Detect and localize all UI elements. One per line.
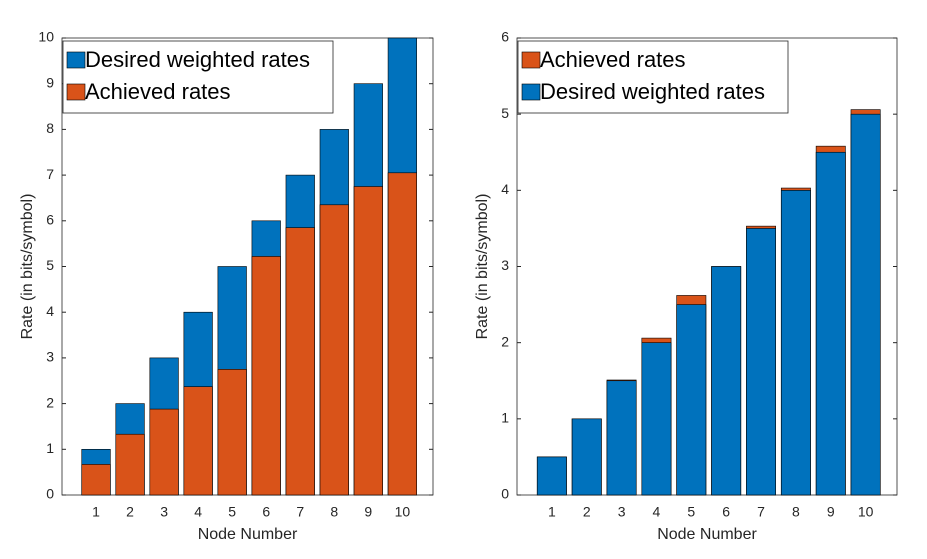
- x-tick-label: 2: [583, 504, 591, 520]
- y-tick-label: 3: [501, 257, 509, 273]
- bar: [319, 204, 349, 496]
- y-tick-label: 10: [38, 29, 54, 45]
- bar: [815, 151, 846, 496]
- legend-label: Achieved rates: [540, 47, 686, 72]
- x-tick-label: 3: [160, 504, 168, 520]
- bar: [850, 113, 881, 496]
- bar: [676, 304, 707, 496]
- y-tick-label: 5: [501, 105, 509, 121]
- x-tick-label: 1: [92, 504, 100, 520]
- x-tick-label: 10: [858, 504, 874, 520]
- x-tick-label: 8: [792, 504, 800, 520]
- y-tick-label: 1: [501, 410, 509, 426]
- x-tick-label: 9: [364, 504, 372, 520]
- bar: [780, 190, 811, 496]
- y-tick-label: 5: [46, 257, 54, 273]
- legend-label: Desired weighted rates: [85, 47, 310, 72]
- y-tick-label: 1: [46, 440, 54, 456]
- x-tick-label: 2: [126, 504, 134, 520]
- legend-label: Desired weighted rates: [540, 79, 765, 104]
- legend-swatch: [521, 51, 541, 69]
- legend-swatch: [66, 83, 86, 101]
- bar: [149, 408, 179, 496]
- x-tick-label: 5: [228, 504, 236, 520]
- x-tick-label: 7: [757, 504, 765, 520]
- y-tick-label: 3: [46, 349, 54, 365]
- y-tick-label: 0: [46, 486, 54, 502]
- y-axis-label: Rate (in bits/symbol): [19, 194, 36, 340]
- x-tick-label: 9: [827, 504, 835, 520]
- y-tick-label: 6: [46, 212, 54, 228]
- legend-swatch: [66, 51, 86, 69]
- bar: [115, 433, 145, 496]
- bar: [251, 256, 281, 496]
- x-tick-label: 1: [548, 504, 556, 520]
- bar: [746, 228, 776, 496]
- y-tick-label: 2: [46, 394, 54, 410]
- y-tick-label: 2: [501, 333, 509, 349]
- y-axis-label: Rate (in bits/symbol): [474, 194, 491, 340]
- x-tick-label: 10: [395, 504, 411, 520]
- x-tick-label: 6: [262, 504, 270, 520]
- y-tick-label: 4: [46, 303, 54, 319]
- bar: [81, 464, 111, 496]
- bar: [217, 369, 247, 496]
- legend-swatch: [521, 83, 541, 101]
- y-tick-label: 7: [46, 166, 54, 182]
- x-tick-label: 7: [296, 504, 304, 520]
- x-tick-label: 4: [653, 504, 661, 520]
- x-tick-label: 5: [687, 504, 695, 520]
- bar: [285, 227, 315, 496]
- legend-label: Achieved rates: [85, 79, 231, 104]
- bar: [353, 186, 383, 496]
- y-tick-label: 8: [46, 120, 54, 136]
- y-tick-label: 9: [46, 74, 54, 90]
- x-tick-label: 4: [194, 504, 202, 520]
- y-tick-label: 6: [501, 29, 509, 45]
- bar: [387, 172, 417, 496]
- x-axis-label: Node Number: [198, 526, 298, 543]
- bar: [711, 266, 742, 496]
- bar: [183, 386, 213, 496]
- bar: [606, 380, 637, 496]
- x-axis-label: Node Number: [657, 526, 757, 543]
- bar: [536, 456, 567, 496]
- bar: [571, 418, 602, 496]
- y-tick-label: 0: [501, 486, 509, 502]
- x-tick-label: 8: [330, 504, 338, 520]
- legend-box: [517, 40, 789, 114]
- x-tick-label: 6: [722, 504, 730, 520]
- bar: [641, 342, 672, 496]
- x-tick-label: 3: [618, 504, 626, 520]
- legend-box: [62, 40, 334, 114]
- y-tick-label: 4: [501, 181, 509, 197]
